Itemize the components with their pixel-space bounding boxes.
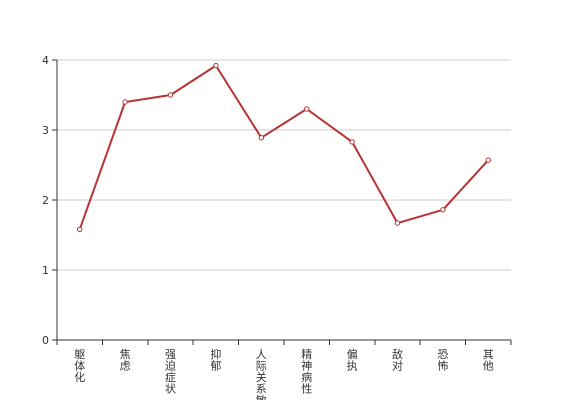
x-tick-label: 精神病性 bbox=[301, 348, 312, 396]
axes bbox=[52, 59, 512, 345]
x-tick-labels: 躯体化 焦虑 强迫症状 抑郁 人际关系敏感 精神病性 偏执 敌对 恐怖 其他 bbox=[74, 347, 494, 400]
x-tick-label: 躯体化 bbox=[74, 348, 85, 384]
x-tick-label: 焦虑 bbox=[120, 348, 131, 373]
y-tick-labels: 0 1 2 3 4 bbox=[42, 54, 49, 347]
x-tick-label: 恐怖 bbox=[437, 348, 448, 373]
data-point bbox=[167, 92, 174, 98]
x-tick-label: 强迫症状 bbox=[165, 348, 176, 396]
y-tick-label: 1 bbox=[42, 264, 49, 277]
data-point bbox=[122, 99, 128, 105]
series-line bbox=[78, 64, 490, 230]
x-tick-label: 抑郁 bbox=[210, 347, 221, 373]
y-tick-label: 3 bbox=[42, 124, 49, 137]
x-tick-label: 人际关系敏感 bbox=[256, 348, 267, 400]
data-point bbox=[440, 207, 446, 213]
y-tick-label: 4 bbox=[42, 54, 49, 67]
data-point bbox=[258, 135, 264, 141]
y-tick-label: 0 bbox=[42, 334, 49, 347]
data-point bbox=[77, 226, 83, 233]
data-point bbox=[349, 139, 355, 145]
data-point bbox=[213, 62, 219, 69]
x-tick-label: 偏执 bbox=[347, 347, 358, 373]
data-point bbox=[304, 106, 310, 112]
x-tick-label: 敌对 bbox=[392, 347, 403, 373]
x-tick-label: 其他 bbox=[483, 348, 494, 373]
series-layer bbox=[77, 62, 491, 233]
data-point bbox=[485, 157, 491, 163]
data-point bbox=[394, 220, 401, 226]
y-tick-label: 2 bbox=[42, 194, 49, 207]
grid-lines bbox=[57, 59, 511, 271]
